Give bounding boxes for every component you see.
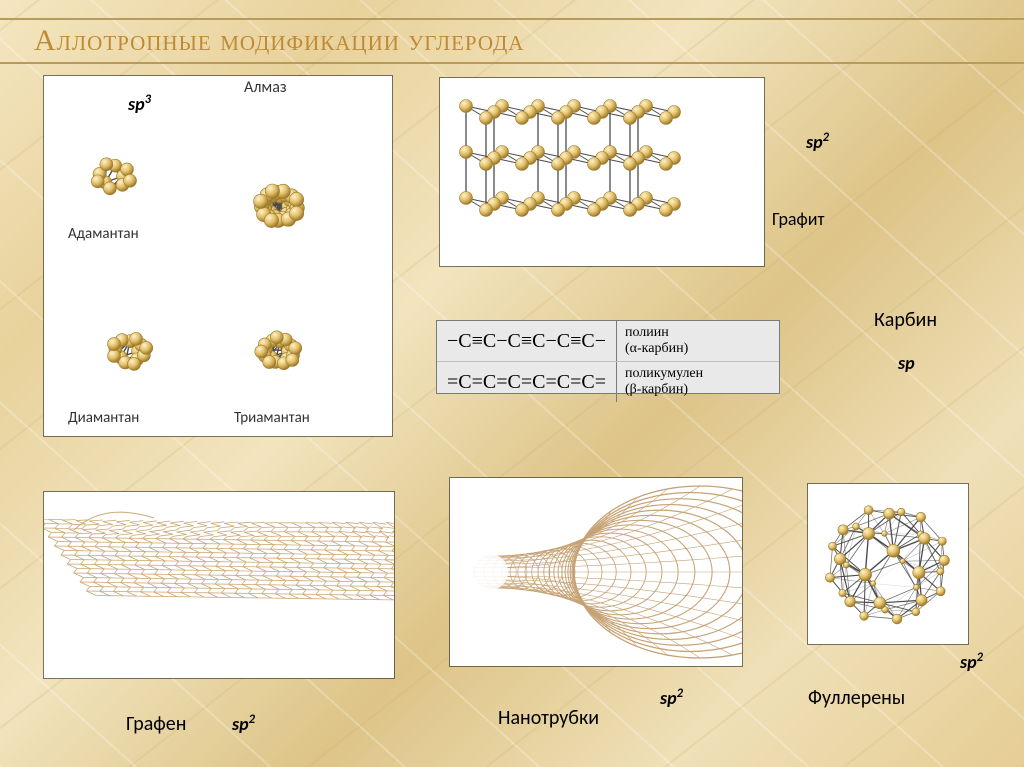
hybridization-graphene: sp2 (232, 712, 255, 735)
hybridization-fullerene: sp2 (960, 650, 983, 673)
panel-diamond-group: Алмаз Адамантан Диамантан Триамантан (44, 76, 392, 436)
panel-graphite (440, 78, 764, 266)
svg-text:Триамантан: Триамантан (234, 409, 310, 427)
hybridization-sp3: sp3 (128, 92, 151, 115)
label-graphene: Графен (126, 712, 186, 736)
panel-fullerene (808, 484, 968, 644)
slide-title: Аллотропные модификации углерода (34, 24, 990, 58)
label-carbine: Карбин (874, 308, 937, 332)
svg-text:Адамантан: Адамантан (68, 225, 139, 243)
label-fullerene: Фуллерены (808, 686, 905, 710)
svg-text:Алмаз: Алмаз (244, 78, 287, 97)
svg-text:Диамантан: Диамантан (68, 409, 139, 427)
panel-nanotube (450, 478, 742, 666)
hybridization-nanotube: sp2 (660, 686, 683, 709)
title-band: Аллотропные модификации углерода (0, 18, 1024, 64)
label-nanotube: Нанотрубки (498, 706, 599, 730)
label-graphite: Графит (772, 208, 825, 230)
hybridization-carbine: sp (898, 352, 915, 374)
hybridization-graphite: sp2 (806, 130, 829, 153)
panel-graphene (44, 492, 394, 678)
slide: Аллотропные модификации углерода Алмаз Ад… (0, 0, 1024, 767)
panel-carbine: −C≡C−C≡C−C≡C−полиин(α-карбин)=C=C=C=C=C=… (436, 320, 780, 394)
